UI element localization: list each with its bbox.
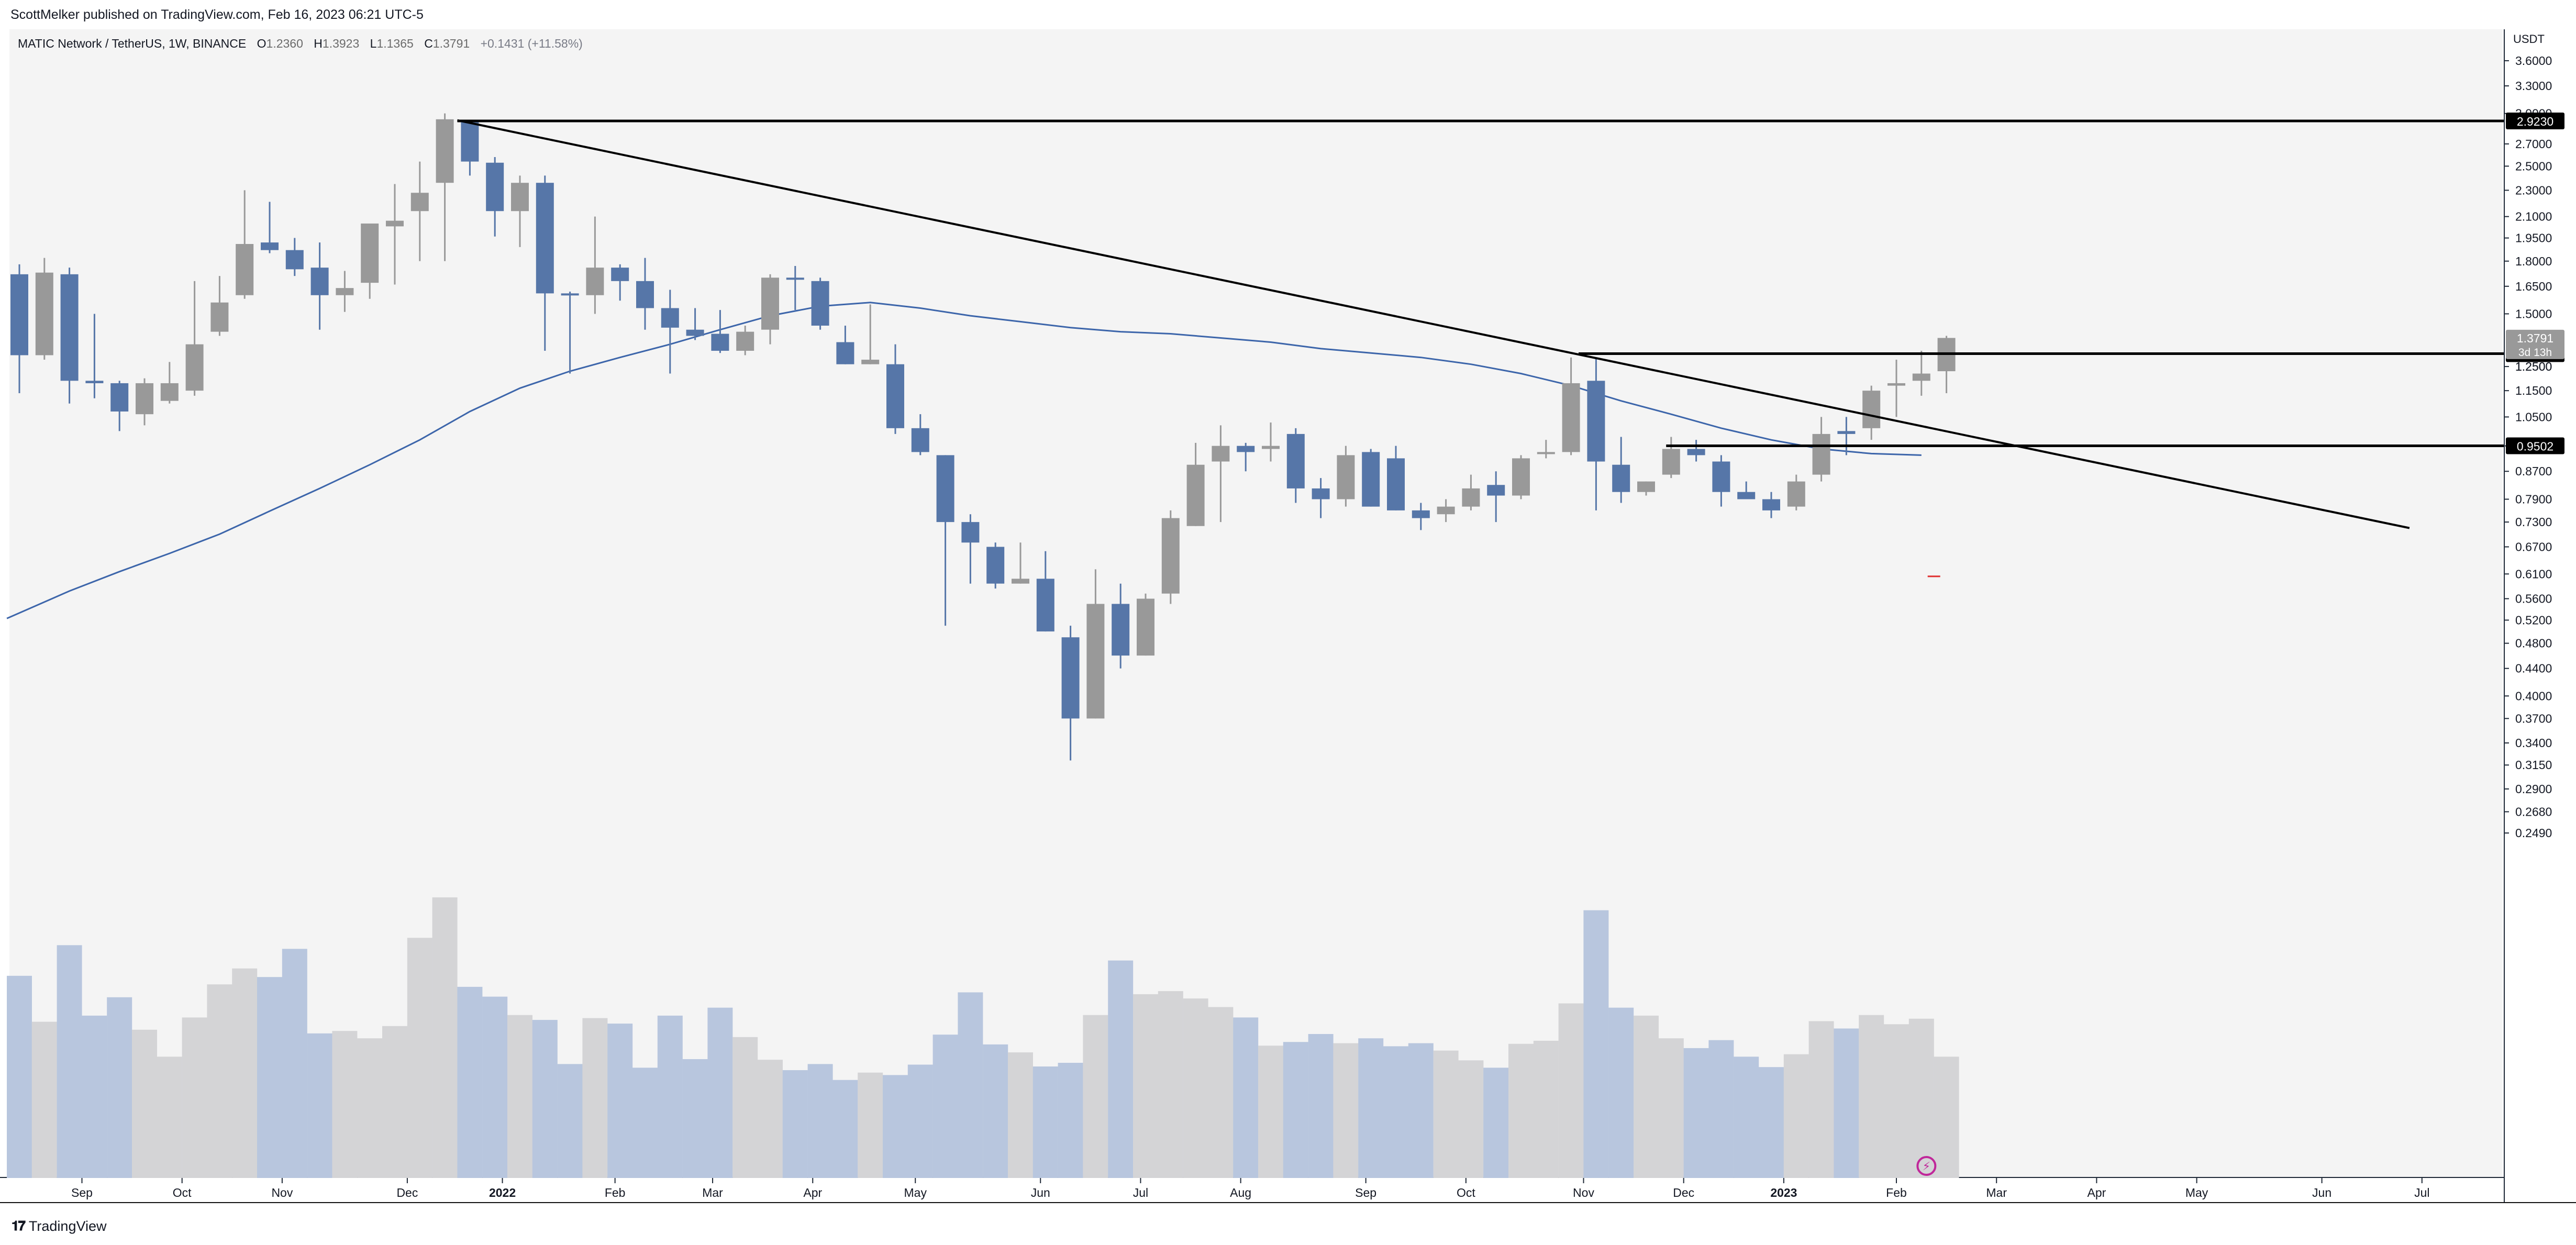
price-axis[interactable]	[2504, 29, 2576, 1202]
publisher-line: ScottMelker published on TradingView.com…	[10, 7, 424, 22]
high-label: H	[314, 37, 323, 50]
brand-footer[interactable]: 𝟏𝟕 TradingView	[12, 1218, 107, 1235]
change-value: +0.1431 (+11.58%)	[480, 37, 583, 50]
open-value: 1.2360	[266, 37, 303, 50]
symbol-title: MATIC Network / TetherUS, 1W, BINANCE	[18, 37, 247, 50]
symbol-legend: MATIC Network / TetherUS, 1W, BINANCE O1…	[18, 37, 583, 51]
brand-name: TradingView	[28, 1218, 107, 1234]
close-value: 1.3791	[432, 37, 470, 50]
tradingview-logo-icon: 𝟏𝟕	[12, 1218, 26, 1233]
time-axis[interactable]	[0, 1177, 2504, 1203]
chart-pane[interactable]	[9, 29, 2503, 1177]
high-value: 1.3923	[322, 37, 360, 50]
low-value: 1.1365	[376, 37, 414, 50]
footer-divider	[0, 1202, 2576, 1203]
open-label: O	[257, 37, 267, 50]
currency-label[interactable]: USDT	[2513, 32, 2545, 46]
low-label: L	[370, 37, 377, 50]
close-label: C	[424, 37, 433, 50]
